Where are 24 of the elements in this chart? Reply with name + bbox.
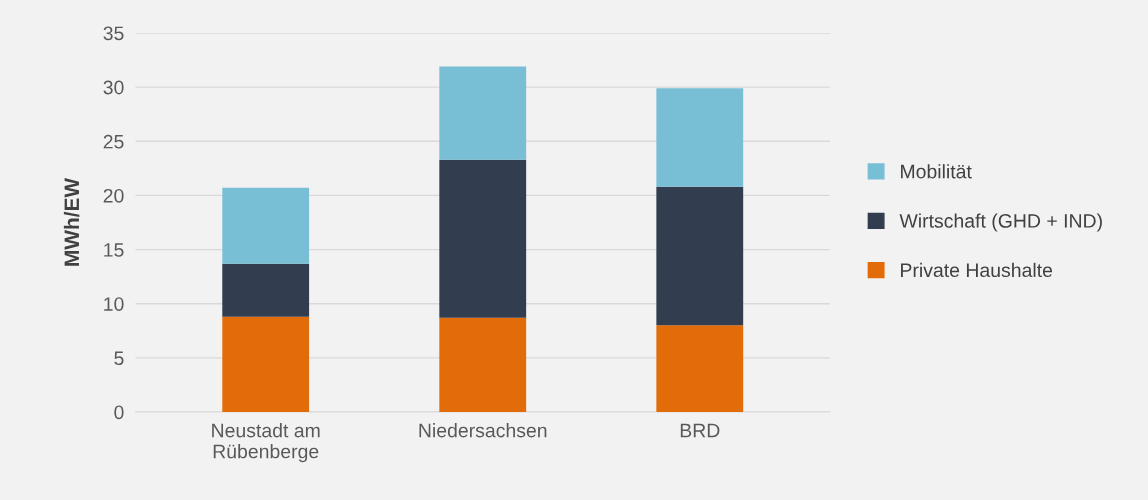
y-tick-label: 0 bbox=[114, 405, 124, 420]
y-tick-label: 20 bbox=[103, 188, 124, 203]
y-tick-label: 30 bbox=[103, 80, 124, 95]
legend-label: Wirtschaft (GHD + IND) bbox=[899, 213, 1102, 232]
y-tick-label: 10 bbox=[104, 297, 124, 311]
y-tick-label: 35 bbox=[103, 26, 124, 41]
bar bbox=[439, 317, 527, 412]
bar bbox=[656, 325, 744, 412]
bar bbox=[439, 159, 527, 318]
legend-label: Private Haushalte bbox=[901, 262, 1053, 278]
bar bbox=[222, 263, 310, 317]
bar bbox=[439, 66, 527, 160]
x-tick-label: Neustadt am Rübenberge bbox=[212, 423, 320, 463]
bar bbox=[656, 186, 744, 326]
bar bbox=[656, 88, 744, 187]
y-tick-label: 25 bbox=[103, 134, 124, 149]
bar bbox=[222, 316, 310, 412]
y-axis-title: MWh/EW bbox=[63, 177, 80, 266]
y-tick-label: 5 bbox=[114, 351, 124, 366]
x-tick-label: Niedersachsen bbox=[419, 423, 547, 438]
bar bbox=[222, 187, 310, 264]
y-tick-label: 15 bbox=[104, 243, 124, 257]
x-tick-label: BRD bbox=[680, 423, 720, 438]
legend-label: Mobilität bbox=[901, 164, 972, 179]
